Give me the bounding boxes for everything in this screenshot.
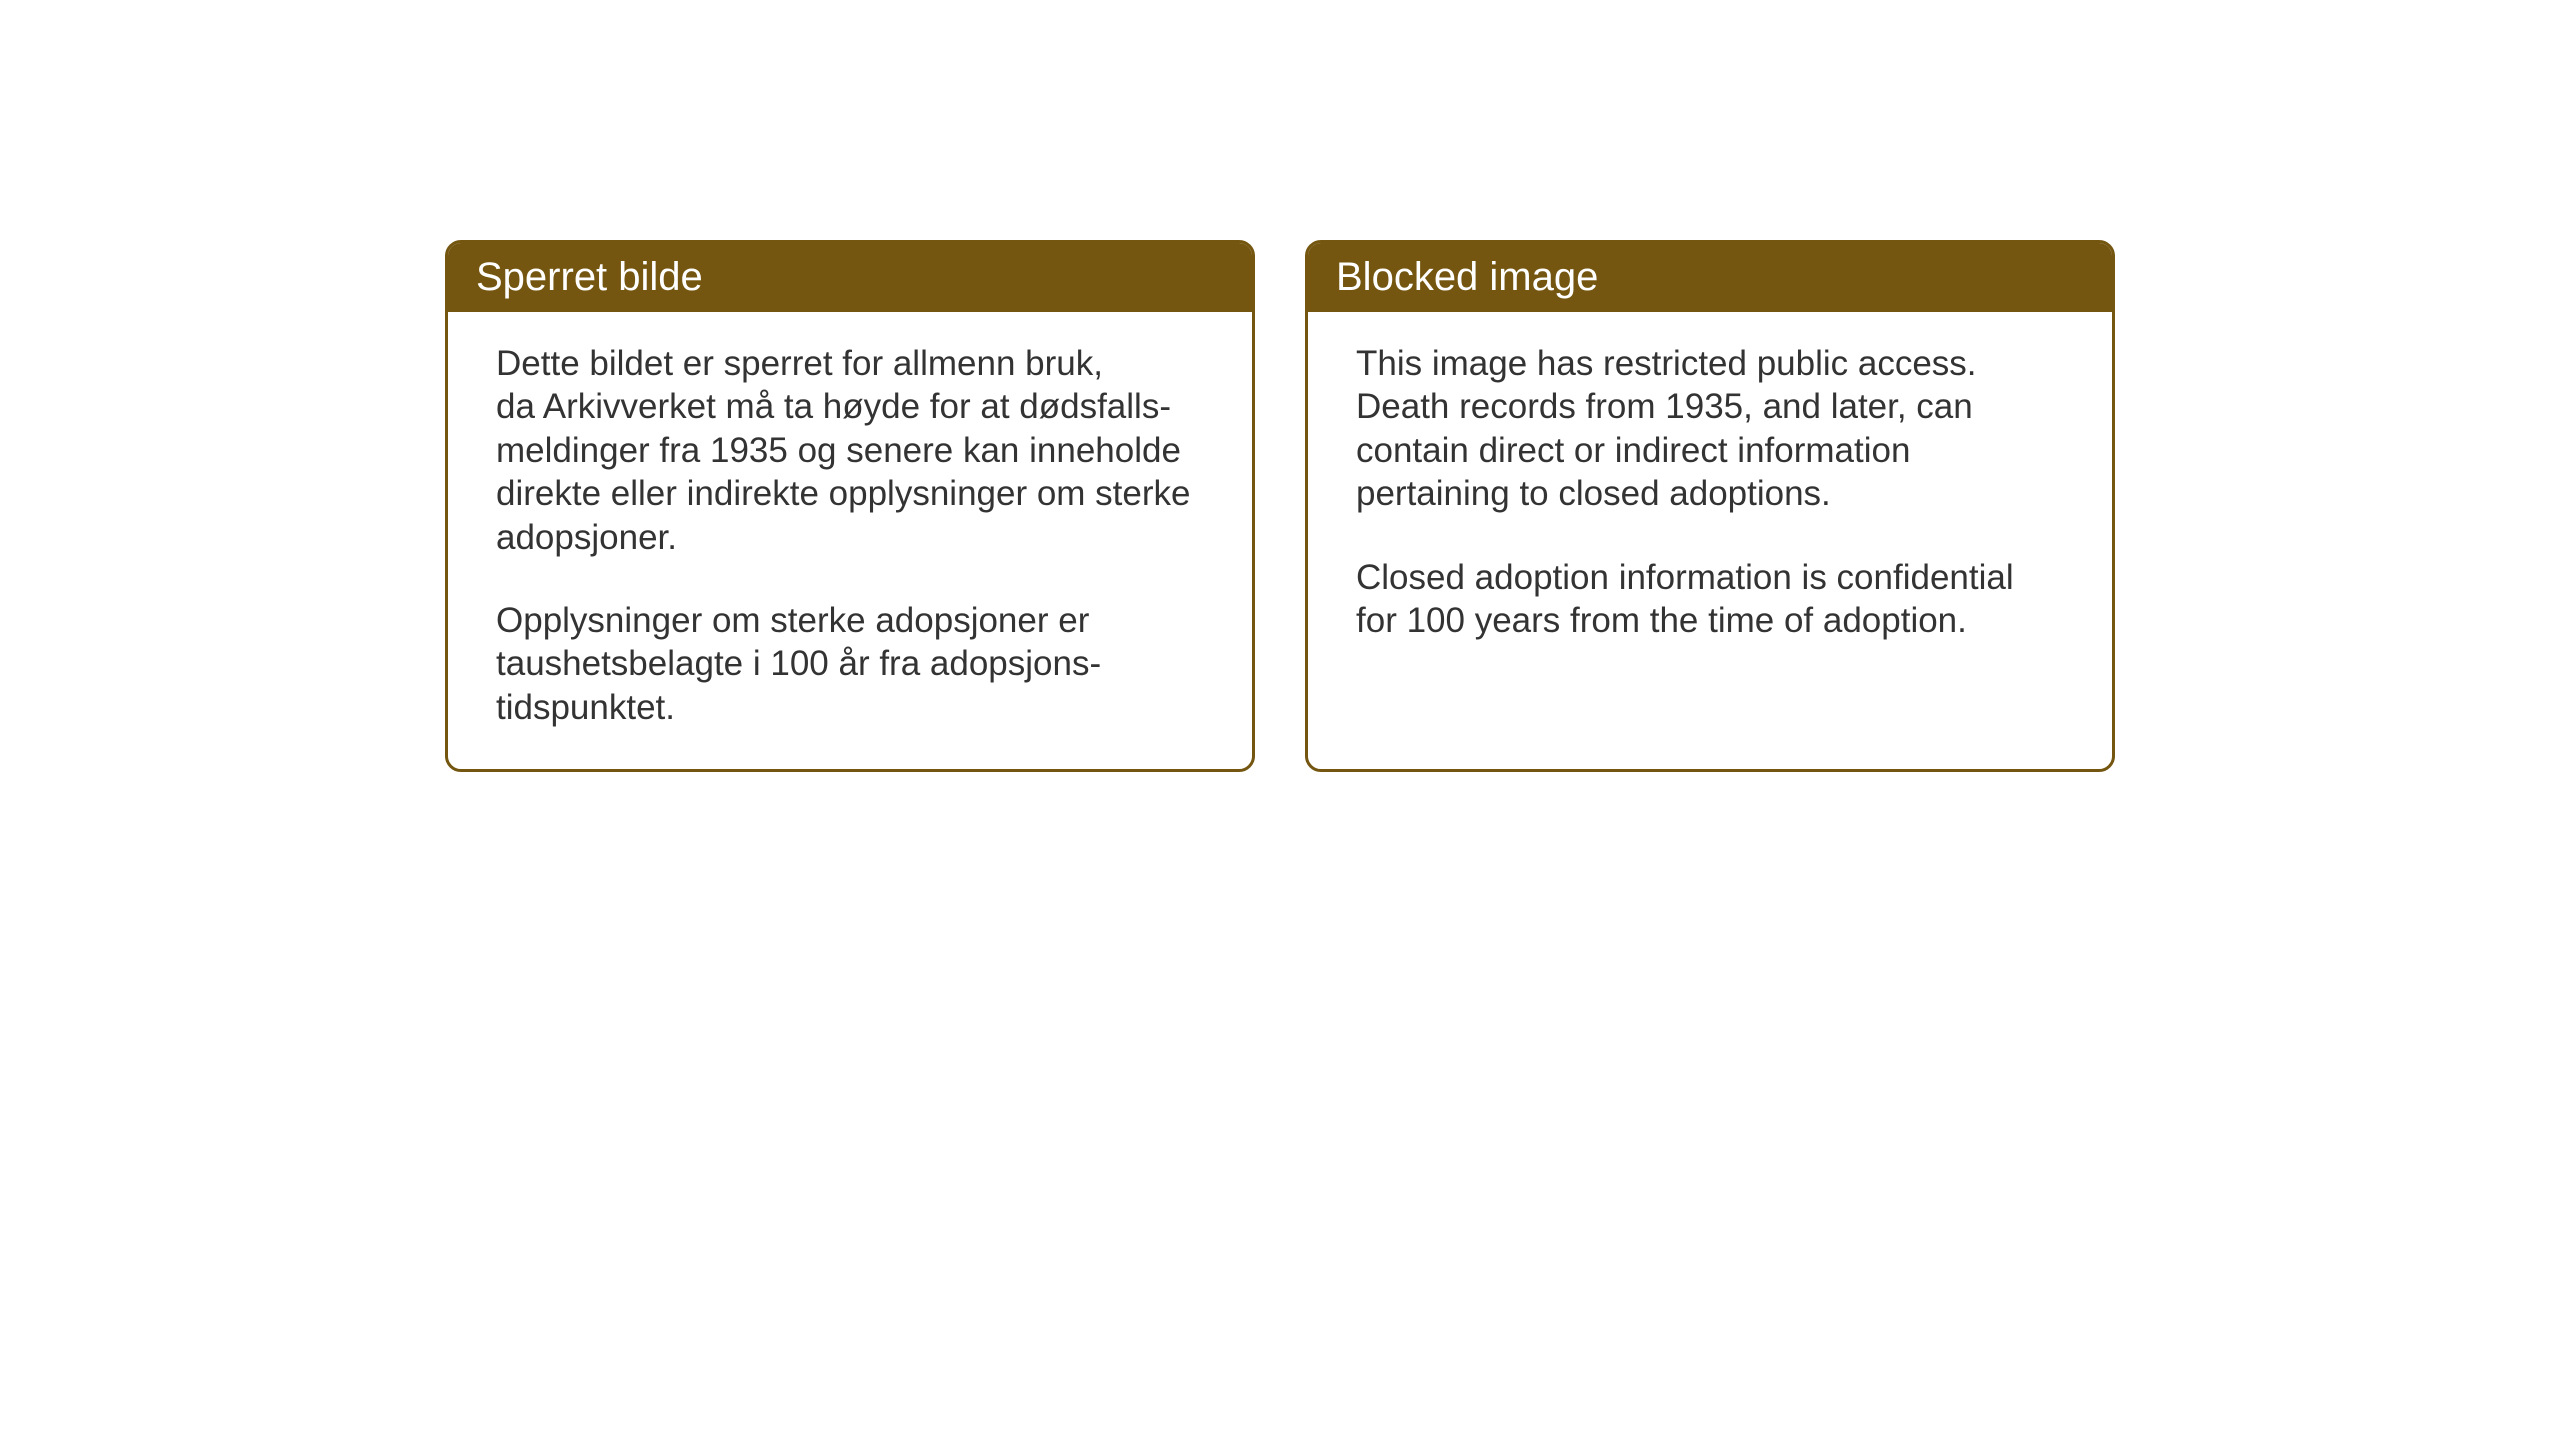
text-line: Closed adoption information is confident… <box>1356 558 2014 597</box>
text-line: Dette bildet er sperret for allmenn bruk… <box>496 344 1103 383</box>
text-line: This image has restricted public access. <box>1356 344 1977 383</box>
paragraph-2: Closed adoption information is confident… <box>1356 556 2064 643</box>
text-line: Opplysninger om sterke adopsjoner er <box>496 601 1089 640</box>
text-line: Death records from 1935, and later, can <box>1356 387 1973 426</box>
card-title: Blocked image <box>1336 255 1598 299</box>
card-header-english: Blocked image <box>1308 243 2112 312</box>
text-line: tidspunktet. <box>496 688 675 727</box>
paragraph-1: This image has restricted public access.… <box>1356 342 2064 516</box>
notice-card-english: Blocked image This image has restricted … <box>1305 240 2115 772</box>
notice-container: Sperret bilde Dette bildet er sperret fo… <box>0 0 2560 772</box>
text-line: taushetsbelagte i 100 år fra adopsjons- <box>496 644 1101 683</box>
text-line: meldinger fra 1935 og senere kan innehol… <box>496 431 1181 470</box>
text-line: direkte eller indirekte opplysninger om … <box>496 474 1191 513</box>
card-body-english: This image has restricted public access.… <box>1308 312 2112 682</box>
paragraph-2: Opplysninger om sterke adopsjoner er tau… <box>496 599 1204 729</box>
card-header-norwegian: Sperret bilde <box>448 243 1252 312</box>
text-line: da Arkivverket må ta høyde for at dødsfa… <box>496 387 1171 426</box>
text-line: adopsjoner. <box>496 518 677 557</box>
card-title: Sperret bilde <box>476 255 703 299</box>
text-line: pertaining to closed adoptions. <box>1356 474 1831 513</box>
text-line: contain direct or indirect information <box>1356 431 1910 470</box>
text-line: for 100 years from the time of adoption. <box>1356 601 1967 640</box>
notice-card-norwegian: Sperret bilde Dette bildet er sperret fo… <box>445 240 1255 772</box>
paragraph-1: Dette bildet er sperret for allmenn bruk… <box>496 342 1204 559</box>
card-body-norwegian: Dette bildet er sperret for allmenn bruk… <box>448 312 1252 769</box>
